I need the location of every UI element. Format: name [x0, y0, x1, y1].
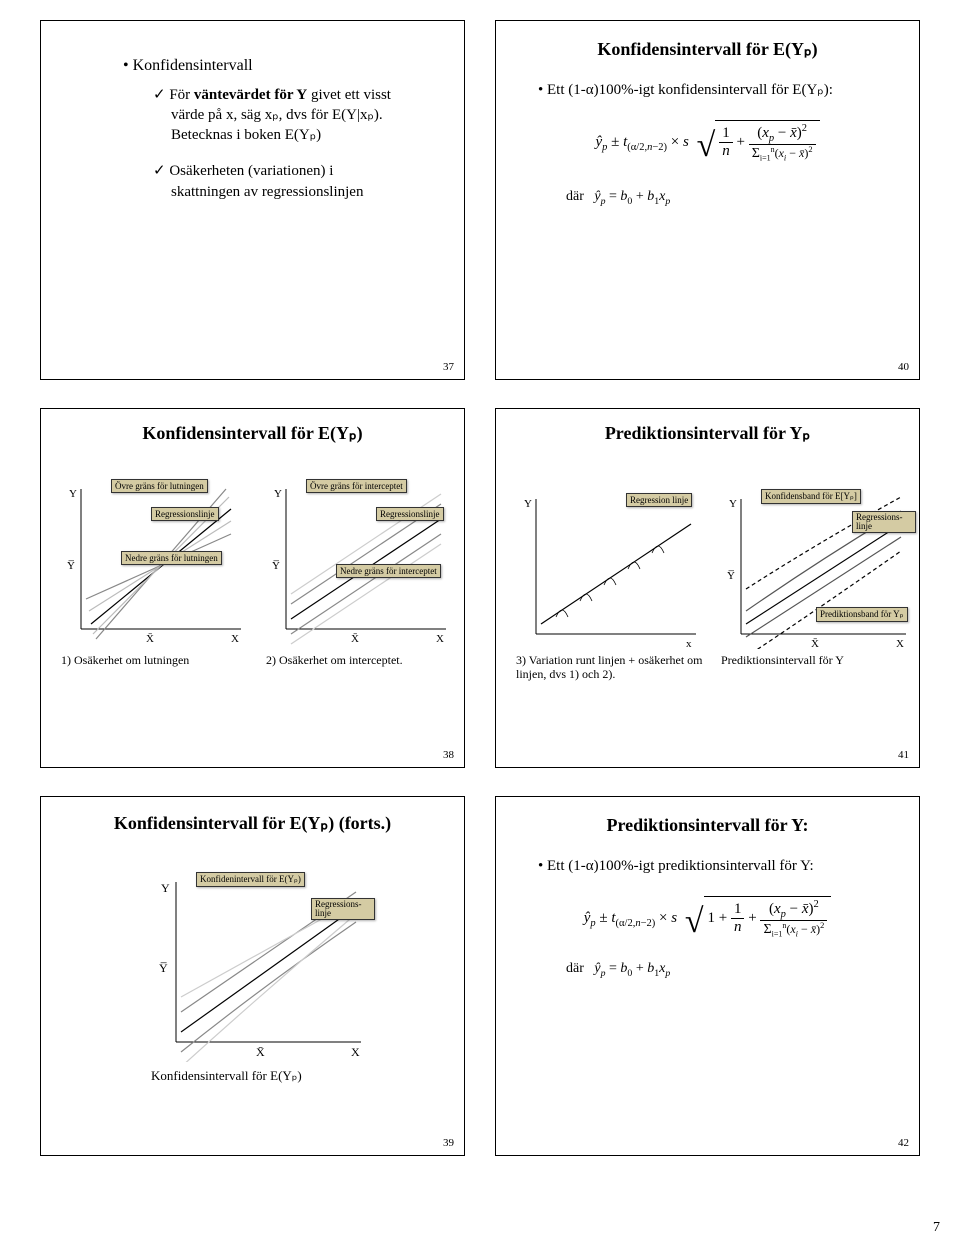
svg-text:Y: Y: [69, 488, 77, 500]
svg-text:X̄: X̄: [351, 633, 359, 645]
slide-40: Konfidensintervall för E(Yₚ) Ett (1-α)10…: [495, 20, 920, 380]
slide-number: 37: [443, 361, 454, 373]
tag: Regressionslinje: [376, 507, 444, 521]
slide-42: Prediktionsintervall för Y: Ett (1-α)100…: [495, 796, 920, 1156]
slide42-bullet: Ett (1-α)100%-igt prediktionsintervall f…: [496, 850, 919, 878]
svg-text:X: X: [436, 633, 444, 645]
slide40-formula: ŷp ± t(α/2,n−2) × s √ 1 n + (xp − x̄)2: [496, 120, 919, 165]
svg-text:Y: Y: [274, 488, 282, 500]
tag: Regression linje: [626, 493, 692, 507]
svg-text:X: X: [896, 638, 904, 649]
slide38-title: Konfidensintervall för E(Yₚ): [41, 409, 464, 444]
slide37-check2: Osäkerheten (variationen) i skattningen …: [81, 155, 434, 204]
chart-caption: 2) Osäkerhet om interceptet.: [266, 653, 456, 668]
slide39-chart: Y Y̅ X̄ X Konfidenintervall för E(Yₚ) Re…: [151, 872, 371, 1102]
tag: Regressions-linje: [852, 511, 916, 533]
svg-text:Y: Y: [729, 498, 737, 510]
svg-text:Y: Y: [161, 881, 170, 895]
tag: Övre gräns för interceptet: [306, 479, 407, 493]
svg-text:x: x: [686, 638, 692, 649]
slide39-title: Konfidensintervall för E(Yₚ) (forts.): [41, 797, 464, 834]
page: Konfidensintervall För väntevärdet för Y…: [0, 0, 960, 1242]
chart-caption: 1) Osäkerhet om lutningen: [61, 653, 251, 668]
slide41-chart2: Y Y̅ X̄ X Konfidensband för E[Yₚ] Regres…: [721, 489, 916, 699]
slide38-chart2: Y Y̅ X̄ X Övre gräns för interceptet Reg…: [266, 479, 456, 679]
tag: Prediktionsband för Yₚ: [816, 607, 908, 622]
slide37-title-bullet: Konfidensintervall: [81, 49, 434, 79]
slide40-where: där ŷp = b0 + b1xp: [496, 189, 919, 207]
svg-text:X̄: X̄: [256, 1045, 265, 1059]
slide42-where: där ŷp = b0 + b1xp: [496, 961, 919, 979]
tag: Nedre gräns för interceptet: [336, 564, 441, 578]
page-number: 7: [933, 1220, 940, 1236]
svg-text:X̄: X̄: [811, 638, 819, 649]
svg-text:X̄: X̄: [146, 633, 154, 645]
slide41-title: Prediktionsintervall för Yₚ: [496, 409, 919, 444]
tag: Övre gräns för lutningen: [111, 479, 208, 493]
tag: Regressionslinje: [151, 507, 219, 521]
svg-text:Y̅: Y̅: [272, 560, 280, 572]
svg-text:X: X: [351, 1045, 360, 1059]
svg-text:Y̅: Y̅: [727, 570, 735, 582]
chart-caption: Konfidensintervall för E(Yₚ): [151, 1068, 371, 1084]
slide-number: 41: [898, 749, 909, 761]
slide-number: 38: [443, 749, 454, 761]
slide-number: 42: [898, 1137, 909, 1149]
tag: Konfidensband för E[Yₚ]: [761, 489, 861, 504]
slide-38: Konfidensintervall för E(Yₚ) Y Y̅ X̄ X: [40, 408, 465, 768]
slide41-chart1: Y x Regression linje 3) Variation runt l…: [516, 489, 706, 699]
svg-text:Y̅: Y̅: [159, 961, 168, 975]
slide38-chart1: Y Y̅ X̄ X Övre gräns för lutningen Regre…: [61, 479, 251, 679]
slide40-title: Konfidensintervall för E(Yₚ): [496, 21, 919, 60]
slide37-title: Konfidensintervall: [133, 57, 253, 74]
slide-39: Konfidensintervall för E(Yₚ) (forts.) Y …: [40, 796, 465, 1156]
svg-text:X: X: [231, 633, 239, 645]
slide-41: Prediktionsintervall för Yₚ Y: [495, 408, 920, 768]
slide40-bullet: Ett (1-α)100%-igt konfidensintervall för…: [496, 74, 919, 102]
svg-text:Y: Y: [524, 498, 532, 510]
slides-grid: Konfidensintervall För väntevärdet för Y…: [40, 20, 920, 1156]
slide-37: Konfidensintervall För väntevärdet för Y…: [40, 20, 465, 380]
tag: Regressions-linje: [311, 898, 375, 920]
chart-caption: Prediktionsintervall för Y: [721, 653, 916, 668]
slide42-title: Prediktionsintervall för Y:: [496, 797, 919, 836]
tag: Konfidenintervall för E(Yₚ): [196, 872, 305, 887]
slide42-formula: ŷp ± t(α/2,n−2) × s √ 1 + 1 n + (xp − x̄…: [496, 896, 919, 941]
slide37-check1: För väntevärdet för Y givet ett visst vä…: [81, 79, 434, 148]
svg-text:Y̅: Y̅: [67, 560, 75, 572]
chart-svg: Y x: [516, 489, 706, 649]
slide-number: 39: [443, 1137, 454, 1149]
slide-number: 40: [898, 361, 909, 373]
tag: Nedre gräns för lutningen: [121, 551, 222, 565]
chart-caption: 3) Variation runt linjen + osäkerhet om …: [516, 653, 706, 682]
